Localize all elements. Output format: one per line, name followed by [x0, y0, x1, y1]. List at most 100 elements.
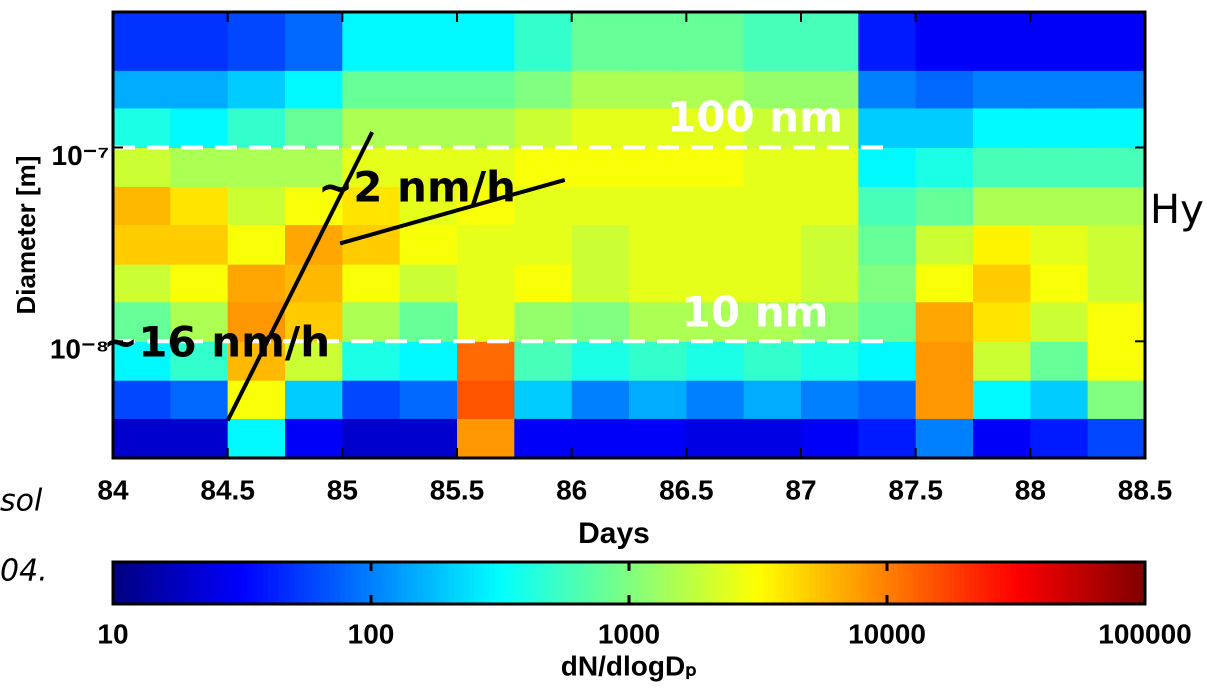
colorbar-swatch — [309, 562, 315, 604]
colorbar-swatch — [1067, 562, 1074, 604]
heat-cell — [571, 12, 630, 71]
heat-cell — [1030, 264, 1089, 303]
colorbar-swatch — [819, 562, 826, 604]
colorbar-swatch — [180, 562, 186, 604]
colorbar-swatch — [407, 562, 413, 604]
heat-cell — [1087, 341, 1145, 381]
colorbar-swatch — [438, 562, 444, 604]
heat-cell — [801, 107, 859, 148]
colorbar-swatch — [788, 562, 795, 604]
heat-cell — [399, 224, 458, 265]
heat-cell — [1087, 186, 1145, 226]
colorbar-swatch — [758, 562, 764, 604]
colorbar-swatch — [443, 562, 449, 604]
colorbar-swatch — [190, 562, 197, 604]
colorbar-swatch — [825, 562, 831, 604]
heat-cell — [629, 107, 687, 148]
heat-cell — [399, 341, 458, 381]
colorbar-swatch — [1021, 562, 1027, 604]
x-tick-label: 87 — [785, 474, 816, 505]
colorbar-swatch — [272, 562, 279, 604]
y-axis-label: Diameter [m] — [11, 156, 41, 315]
colorbar-swatch — [185, 562, 191, 604]
colorbar-swatch — [221, 562, 228, 604]
heat-cell — [457, 301, 515, 342]
heat-cell — [973, 224, 1031, 265]
colorbar-swatch — [231, 562, 238, 604]
heat-cell — [1030, 107, 1089, 148]
heat-cell — [915, 380, 974, 419]
heat-cell — [113, 380, 171, 419]
heat-cell — [457, 107, 515, 148]
colorbar-swatch — [737, 562, 744, 604]
heat-cell — [227, 264, 286, 303]
colorbar-swatch — [113, 562, 119, 604]
colorbar-swatch — [696, 562, 702, 604]
colorbar-swatch — [670, 562, 677, 604]
colorbar-swatch — [510, 562, 517, 604]
heat-cell — [113, 264, 171, 303]
heat-cell — [170, 224, 229, 265]
colorbar-swatch — [1062, 562, 1069, 604]
colorbar-swatch — [830, 562, 836, 604]
colorbar-swatch — [1103, 562, 1110, 604]
heat-cell — [113, 12, 171, 71]
colorbar-swatch — [1088, 562, 1094, 604]
growth-line — [339, 178, 566, 246]
heat-cell — [743, 341, 802, 381]
heat-cell — [170, 264, 229, 303]
colorbar-swatch — [432, 562, 439, 604]
colorbar-swatch — [634, 562, 640, 604]
colorbar-swatch — [567, 562, 573, 604]
heat-cell — [285, 107, 343, 148]
colorbar-swatch — [721, 562, 728, 604]
colorbar-swatch — [923, 562, 929, 604]
heat-cell — [285, 341, 343, 381]
heat-cell — [858, 107, 917, 148]
colorbar-swatch — [128, 562, 135, 604]
colorbar-swatch — [149, 562, 155, 604]
heat-cell — [858, 186, 917, 226]
growth-line — [225, 131, 374, 422]
colorbar-swatch — [489, 562, 496, 604]
colorbar-swatch — [892, 562, 898, 604]
colorbar-swatch — [665, 562, 671, 604]
heat-cell — [285, 301, 343, 342]
colorbar-swatch — [1119, 562, 1125, 604]
heat-cell — [629, 147, 687, 187]
heat-cell — [743, 70, 802, 109]
heat-cell — [973, 107, 1031, 148]
colorbar-swatch — [154, 562, 161, 604]
heat-cell — [514, 380, 573, 419]
heat-cell — [629, 224, 687, 265]
colorbar-swatch — [530, 562, 537, 604]
colorbar-swatch — [902, 562, 909, 604]
heat-cell — [915, 147, 974, 187]
colorbar-swatch — [871, 562, 878, 604]
colorbar-swatch — [835, 562, 842, 604]
heat-cell — [170, 186, 229, 226]
heat-cell — [227, 147, 286, 187]
colorbar-swatch — [226, 562, 233, 604]
x-tick-label: 86 — [556, 474, 587, 505]
heat-cell — [629, 380, 687, 419]
colorbar-tick-label: 10 — [97, 618, 128, 649]
colorbar-swatch — [340, 562, 346, 604]
colorbar-swatch — [427, 562, 434, 604]
colorbar-swatch — [840, 562, 847, 604]
colorbar-swatch — [257, 562, 264, 604]
heat-cell — [399, 380, 458, 419]
colorbar-swatch — [856, 562, 862, 604]
colorbar-swatch — [809, 562, 816, 604]
heat-cell — [1087, 418, 1145, 458]
colorbar-tick-label: 1000 — [598, 618, 660, 649]
colorbar-swatch — [613, 562, 620, 604]
heat-cell — [801, 301, 859, 342]
heat-cell — [399, 301, 458, 342]
heat-cell — [1030, 12, 1089, 71]
heat-cell — [342, 70, 401, 109]
heat-cell — [514, 301, 573, 342]
heat-cell — [973, 264, 1031, 303]
heat-cell — [571, 107, 630, 148]
